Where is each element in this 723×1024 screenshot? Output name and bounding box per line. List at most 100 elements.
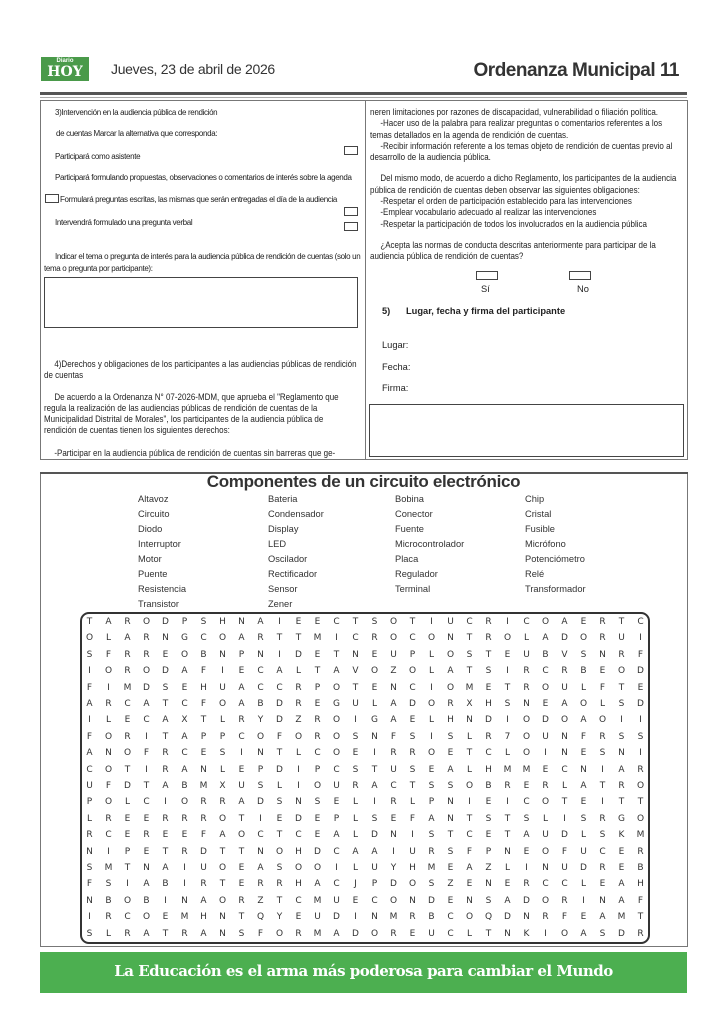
- grid-letter[interactable]: O: [332, 731, 341, 742]
- grid-letter[interactable]: E: [295, 617, 302, 627]
- grid-letter[interactable]: C: [124, 912, 131, 923]
- grid-letter[interactable]: C: [143, 797, 150, 808]
- grid-letter[interactable]: S: [618, 731, 625, 742]
- grid-letter[interactable]: I: [639, 633, 642, 644]
- grid-letter[interactable]: C: [333, 846, 340, 857]
- grid-letter[interactable]: C: [466, 617, 473, 627]
- grid-letter[interactable]: R: [295, 928, 302, 939]
- grid-letter[interactable]: A: [371, 846, 378, 857]
- grid-letter[interactable]: J: [354, 879, 357, 890]
- grid-letter[interactable]: R: [181, 846, 188, 857]
- grid-letter[interactable]: I: [582, 895, 585, 906]
- grid-letter[interactable]: A: [447, 666, 454, 677]
- grid-letter[interactable]: Y: [390, 863, 397, 873]
- grid-letter[interactable]: F: [466, 846, 473, 857]
- grid-letter[interactable]: T: [504, 813, 511, 824]
- grid-letter[interactable]: T: [276, 895, 283, 906]
- grid-letter[interactable]: I: [88, 666, 91, 677]
- grid-letter[interactable]: R: [542, 912, 549, 923]
- grid-letter[interactable]: S: [86, 928, 93, 939]
- grid-letter[interactable]: I: [297, 764, 300, 775]
- grid-letter[interactable]: E: [618, 846, 625, 857]
- grid-letter[interactable]: R: [447, 699, 454, 709]
- grid-letter[interactable]: H: [219, 617, 226, 627]
- grid-letter[interactable]: F: [561, 846, 568, 857]
- grid-letter[interactable]: G: [618, 813, 625, 824]
- grid-letter[interactable]: U: [333, 781, 340, 791]
- grid-letter[interactable]: T: [504, 830, 511, 841]
- grid-letter[interactable]: O: [389, 895, 398, 906]
- grid-letter[interactable]: K: [618, 830, 625, 841]
- grid-letter[interactable]: L: [599, 699, 605, 709]
- grid-letter[interactable]: O: [313, 781, 322, 791]
- grid-letter[interactable]: T: [352, 617, 359, 627]
- grid-letter[interactable]: U: [390, 764, 397, 775]
- grid-letter[interactable]: T: [466, 633, 473, 644]
- grid-letter[interactable]: F: [599, 682, 606, 693]
- grid-letter[interactable]: V: [561, 649, 568, 660]
- grid-letter[interactable]: L: [276, 781, 282, 791]
- grid-letter[interactable]: I: [525, 863, 528, 873]
- checkbox-preguntas-escritas[interactable]: [45, 194, 59, 203]
- grid-letter[interactable]: R: [314, 731, 321, 742]
- grid-letter[interactable]: T: [599, 781, 606, 791]
- grid-letter[interactable]: A: [238, 682, 245, 693]
- grid-letter[interactable]: R: [124, 649, 131, 660]
- grid-letter[interactable]: S: [371, 617, 378, 627]
- grid-letter[interactable]: T: [162, 928, 169, 939]
- grid-letter[interactable]: E: [599, 879, 606, 890]
- grid-letter[interactable]: I: [164, 895, 167, 906]
- grid-letter[interactable]: T: [219, 879, 226, 890]
- grid-letter[interactable]: X: [466, 699, 473, 709]
- grid-letter[interactable]: S: [618, 699, 625, 709]
- grid-letter[interactable]: N: [447, 633, 454, 644]
- grid-letter[interactable]: O: [332, 715, 341, 726]
- grid-letter[interactable]: A: [561, 699, 568, 709]
- grid-letter[interactable]: C: [257, 682, 264, 693]
- grid-letter[interactable]: O: [332, 748, 341, 759]
- grid-letter[interactable]: I: [297, 781, 300, 791]
- grid-letter[interactable]: A: [257, 617, 264, 627]
- grid-letter[interactable]: R: [599, 633, 606, 644]
- grid-letter[interactable]: H: [447, 715, 454, 726]
- grid-letter[interactable]: U: [618, 633, 625, 644]
- grid-letter[interactable]: O: [408, 879, 417, 890]
- grid-letter[interactable]: A: [561, 617, 568, 627]
- grid-letter[interactable]: L: [523, 633, 529, 644]
- grid-letter[interactable]: Y: [257, 715, 264, 726]
- grid-letter[interactable]: R: [371, 633, 378, 644]
- grid-letter[interactable]: N: [466, 715, 473, 726]
- grid-letter[interactable]: O: [85, 633, 94, 644]
- grid-letter[interactable]: O: [123, 895, 132, 906]
- grid-letter[interactable]: A: [371, 781, 378, 791]
- grid-letter[interactable]: O: [104, 731, 113, 742]
- grid-letter[interactable]: F: [409, 813, 416, 824]
- grid-letter[interactable]: R: [238, 715, 245, 726]
- grid-letter[interactable]: R: [409, 748, 416, 759]
- grid-letter[interactable]: C: [599, 846, 606, 857]
- grid-letter[interactable]: D: [124, 781, 131, 791]
- grid-letter[interactable]: R: [86, 830, 93, 841]
- grid-letter[interactable]: A: [238, 633, 245, 644]
- grid-letter[interactable]: L: [105, 928, 111, 939]
- grid-letter[interactable]: F: [580, 731, 587, 742]
- grid-letter[interactable]: A: [333, 928, 340, 939]
- grid-letter[interactable]: O: [579, 633, 588, 644]
- grid-letter[interactable]: O: [218, 813, 227, 824]
- grid-letter[interactable]: C: [561, 764, 568, 775]
- grid-letter[interactable]: A: [143, 699, 150, 709]
- grid-letter[interactable]: R: [257, 633, 264, 644]
- grid-letter[interactable]: A: [238, 699, 245, 709]
- grid-letter[interactable]: C: [542, 666, 549, 677]
- grid-letter[interactable]: X: [181, 715, 188, 726]
- grid-letter[interactable]: D: [504, 912, 511, 923]
- grid-letter[interactable]: A: [390, 699, 397, 709]
- grid-letter[interactable]: S: [580, 813, 587, 824]
- grid-letter[interactable]: I: [354, 912, 357, 923]
- grid-letter[interactable]: P: [409, 649, 416, 660]
- grid-letter[interactable]: E: [314, 830, 321, 841]
- grid-letter[interactable]: C: [447, 912, 454, 923]
- grid-letter[interactable]: C: [561, 879, 568, 890]
- grid-letter[interactable]: A: [333, 666, 340, 677]
- grid-letter[interactable]: L: [428, 666, 434, 677]
